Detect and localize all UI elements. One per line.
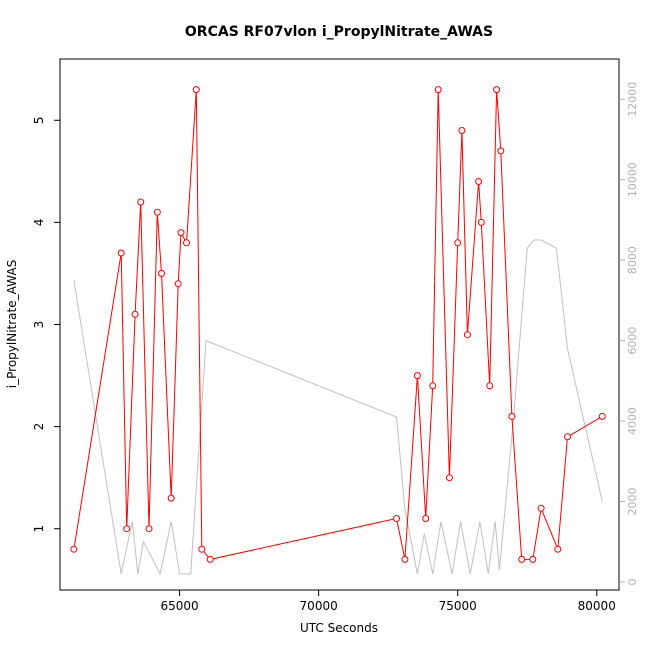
data-point — [564, 433, 571, 441]
data-point — [153, 208, 161, 216]
data-point — [177, 229, 185, 237]
data-point — [401, 555, 409, 563]
data-point — [497, 147, 505, 155]
y-tick-label: 4 — [32, 219, 46, 227]
x-tick-label: 70000 — [300, 599, 338, 613]
data-point — [393, 515, 400, 522]
series-line-primary — [73, 89, 603, 560]
data-point — [486, 382, 494, 390]
data-point — [445, 474, 453, 482]
x-tick-label: 80000 — [578, 599, 616, 613]
data-point — [475, 178, 483, 185]
data-point — [422, 515, 430, 522]
data-point — [508, 412, 516, 420]
data-point — [158, 269, 165, 277]
data-point — [429, 382, 437, 390]
y2-tick-label: 10000 — [626, 162, 639, 197]
data-point — [206, 555, 214, 563]
y-axis-right: 0 2000 4000 6000 8000 10000 12000 — [619, 82, 639, 585]
y-tick-label: 5 — [32, 116, 46, 124]
y2-tick-label: 12000 — [626, 82, 639, 117]
data-point — [537, 504, 545, 512]
data-point — [477, 218, 485, 226]
data-point — [529, 555, 537, 563]
x-tick-label: 65000 — [160, 599, 198, 613]
data-point — [117, 249, 125, 257]
series-line-secondary — [73, 239, 603, 576]
data-point — [70, 545, 78, 553]
data-point — [454, 239, 462, 247]
data-point — [413, 372, 421, 380]
data-point — [598, 412, 606, 420]
data-point — [434, 86, 442, 94]
y2-tick-label: 6000 — [626, 327, 639, 355]
data-point — [167, 494, 175, 502]
data-point — [183, 239, 190, 247]
x-axis-label: UTC Seconds — [300, 621, 378, 635]
y-tick-label: 2 — [32, 423, 46, 431]
series-layer — [70, 86, 606, 576]
data-point — [192, 86, 200, 94]
data-point — [493, 86, 501, 94]
data-point — [145, 525, 153, 533]
data-point — [131, 310, 139, 318]
y2-tick-label: 2000 — [626, 488, 639, 516]
data-point — [198, 545, 206, 553]
data-point — [458, 127, 466, 134]
data-point — [137, 198, 145, 206]
y-axis-left: 1 2 3 4 5 — [32, 116, 60, 533]
x-tick-label: 75000 — [439, 599, 477, 613]
y2-tick-label: 4000 — [626, 407, 639, 435]
y-tick-label: 3 — [32, 321, 46, 329]
y-axis-label: i_PropylNitrate_AWAS — [5, 260, 19, 388]
x-axis: 65000 70000 75000 80000 — [160, 590, 616, 613]
y2-tick-label: 0 — [626, 578, 639, 585]
data-point — [123, 525, 131, 533]
data-point — [554, 545, 562, 553]
data-point — [518, 555, 526, 563]
chart-title: ORCAS RF07vlon i_PropylNitrate_AWAS — [185, 24, 493, 40]
data-point — [174, 280, 182, 288]
y2-tick-label: 8000 — [626, 246, 639, 274]
data-point — [463, 331, 471, 339]
y-tick-label: 1 — [32, 525, 46, 533]
